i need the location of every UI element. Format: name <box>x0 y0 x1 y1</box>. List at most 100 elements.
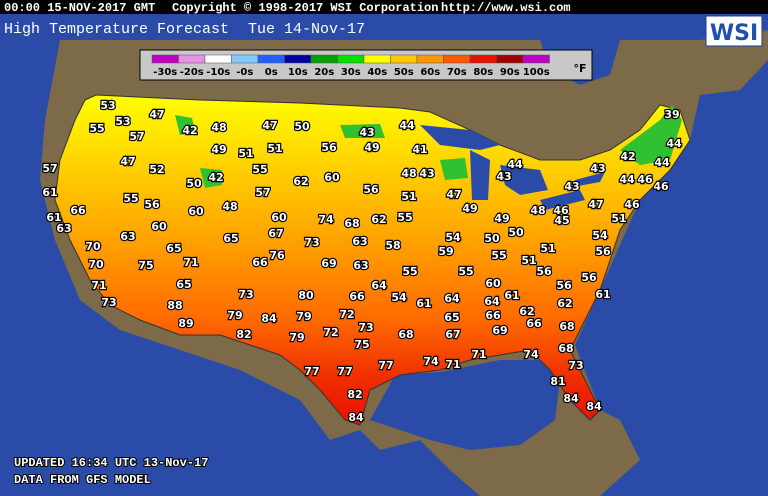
temperature-label: 46 <box>624 198 640 211</box>
temperature-label: 71 <box>445 358 460 371</box>
temperature-label: 88 <box>167 299 182 312</box>
url: http://www.wsi.com <box>441 1 571 15</box>
temperature-label: 75 <box>138 259 153 272</box>
temperature-label: 47 <box>446 188 461 201</box>
temperature-label: 48 <box>211 121 226 134</box>
temperature-label: 73 <box>358 321 373 334</box>
great-lakes <box>420 125 605 210</box>
temperature-label: 62 <box>557 297 572 310</box>
temperature-label: 84 <box>563 392 579 405</box>
temperature-label: 42 <box>620 150 635 163</box>
temperature-label: 73 <box>568 359 583 372</box>
temperature-label: 55 <box>123 192 138 205</box>
legend-swatch <box>178 54 206 64</box>
legend-swatch <box>231 54 259 64</box>
temperature-label: 47 <box>149 108 164 121</box>
temperature-label: 55 <box>402 265 417 278</box>
temperature-label: 84 <box>348 411 364 424</box>
legend: -30s -20s -10s -0s 0s 10s 20s 30s 40s 50s 60s 70s 80… <box>151 54 550 78</box>
logo: WSI <box>710 21 758 46</box>
temperature-label: 89 <box>178 317 193 330</box>
temperature-label: 68 <box>558 342 573 355</box>
copyright: Copyright © 1998-2017 WSI Corporation <box>172 1 438 15</box>
temperature-label: 65 <box>176 278 191 291</box>
temperature-label: 44 <box>507 158 523 171</box>
legend-unit: °F <box>573 62 586 75</box>
temperature-label: 54 <box>445 231 461 244</box>
temperature-label: 42 <box>182 124 197 137</box>
legend-label: 60s <box>420 67 440 78</box>
temperature-label: 44 <box>666 137 682 150</box>
legend-swatch <box>337 54 365 64</box>
temperature-label: 70 <box>85 240 101 253</box>
legend-label: 10s <box>288 67 308 78</box>
temperature-label: 43 <box>496 170 511 183</box>
legend-swatch <box>390 54 418 64</box>
temperature-label: 57 <box>129 130 144 143</box>
temperature-label: 49 <box>494 212 509 225</box>
temperature-label: 50 <box>186 177 202 190</box>
legend-swatch <box>204 54 232 64</box>
temperature-label: 51 <box>611 212 626 225</box>
temperature-label: 53 <box>100 99 115 112</box>
temperature-label: 80 <box>298 289 314 302</box>
temperature-label: 74 <box>318 213 334 226</box>
temperature-label: 66 <box>485 309 501 322</box>
temperature-label: 71 <box>183 256 198 269</box>
legend-label: 0s <box>265 67 278 78</box>
temperature-label: 50 <box>484 232 500 245</box>
temperature-label: 55 <box>458 265 473 278</box>
temperature-label: 60 <box>151 220 167 233</box>
temperature-label: 73 <box>304 236 319 249</box>
temperature-label: 66 <box>349 290 365 303</box>
temperature-label: 56 <box>536 265 552 278</box>
temperature-label: 41 <box>412 143 427 156</box>
temperature-label: 65 <box>223 232 238 245</box>
temperature-label: 72 <box>323 326 338 339</box>
temperature-label: 56 <box>581 271 597 284</box>
temperature-label: 67 <box>268 227 283 240</box>
temperature-label: 44 <box>619 173 635 186</box>
date: Tue 14-Nov-17 <box>248 21 365 38</box>
legend-label: -10s <box>206 67 230 78</box>
legend-swatch <box>151 54 179 64</box>
legend-label: 30s <box>341 67 361 78</box>
temperature-label: 54 <box>592 229 608 242</box>
temperature-label: 62 <box>519 305 534 318</box>
temperature-label: 61 <box>42 186 57 199</box>
temperature-label: 50 <box>508 226 524 239</box>
temperature-label: 62 <box>371 213 386 226</box>
temperature-label: 43 <box>564 180 579 193</box>
header-bar <box>0 0 768 14</box>
temperature-label: 65 <box>444 311 459 324</box>
temperature-label: 48 <box>401 167 416 180</box>
temperature-label: 67 <box>445 328 460 341</box>
temperature-label: 72 <box>339 308 354 321</box>
temperature-label: 62 <box>293 175 308 188</box>
temperature-label: 76 <box>269 249 285 262</box>
temperature-label: 66 <box>70 204 86 217</box>
legend-label: 20s <box>314 67 334 78</box>
temperature-label: 55 <box>89 122 104 135</box>
temperature-label: 61 <box>416 297 431 310</box>
temperature-label: 43 <box>419 167 434 180</box>
legend-swatch <box>443 54 471 64</box>
temperature-label: 47 <box>588 198 603 211</box>
legend-swatch <box>496 54 524 64</box>
temperature-label: 49 <box>462 202 477 215</box>
legend-swatch <box>469 54 497 64</box>
temperature-label: 54 <box>391 291 407 304</box>
legend-label: -20s <box>180 67 204 78</box>
temperature-label: 66 <box>252 256 268 269</box>
temperature-label: 63 <box>56 222 71 235</box>
legend-swatch <box>257 54 285 64</box>
temperature-label: 71 <box>471 348 486 361</box>
legend-label: 40s <box>367 67 387 78</box>
temperature-label: 66 <box>526 317 542 330</box>
temperature-label: 51 <box>540 242 555 255</box>
temperature-label: 56 <box>556 279 572 292</box>
temperature-label: 48 <box>530 204 545 217</box>
temperature-label: 68 <box>344 217 359 230</box>
